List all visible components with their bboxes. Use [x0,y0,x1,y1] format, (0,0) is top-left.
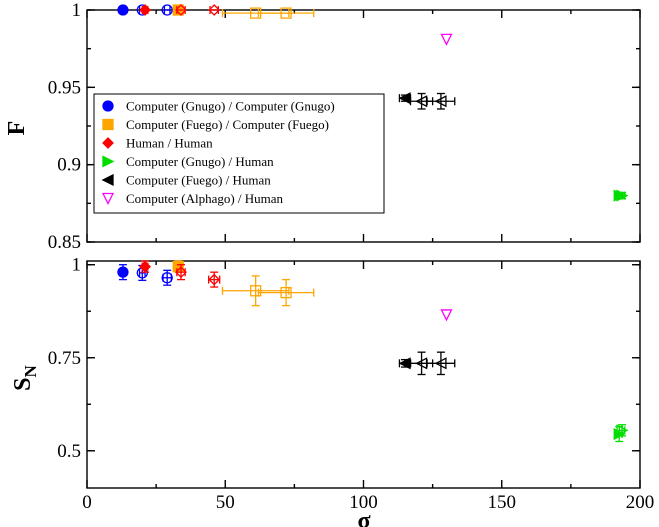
bottom-y-axis-label-subscript: N [21,364,40,377]
top-point-computer-gnugo-computer-gnugo [118,5,128,15]
top-series-computer-fuego-human [399,93,454,109]
legend-label: Computer (Fuego) / Human [126,173,271,188]
legend-item-computer-fuego-computer-fuego: Computer (Fuego) / Computer (Fuego) [103,117,329,132]
top-y-tick-label: 0.9 [57,155,81,176]
bottom-series-computer-gnugo-human [614,425,627,442]
legend: Computer (Gnugo) / Computer (Gnugo) Compu… [94,94,384,213]
legend-marker [103,101,113,111]
bottom-series-computer-alphago-human [441,310,451,320]
bottom-y-axis-label-main: S [10,377,36,390]
top-y-tick-label: 0.85 [48,232,81,253]
bottom-series-human-human [140,261,220,287]
top-series-computer-gnugo-human [614,191,627,201]
x-axis-label: σ [357,508,370,527]
legend-label: Computer (Alphago) / Human [126,191,284,206]
x-tick-label: 0 [82,492,92,513]
top-y-axis-label: F [4,121,30,136]
legend-marker [103,120,113,130]
bottom-data-marks [118,261,627,441]
legend-item-computer-gnugo-human: Computer (Gnugo) / Human [103,154,274,169]
x-tick-label: 200 [626,492,655,513]
bottom-y-tick-label: 0.75 [48,348,81,369]
top-series-computer-fuego-computer-fuego [173,5,313,18]
legend-item-computer-alphago-human: Computer (Alphago) / Human [103,191,284,206]
bottom-point-computer-alphago-human [441,310,451,320]
legend-item-computer-gnugo-computer-gnugo: Computer (Gnugo) / Computer (Gnugo) [103,99,335,114]
bottom-plot-frame [87,261,640,488]
legend-label: Computer (Fuego) / Computer (Fuego) [126,117,329,132]
bottom-y-tick-label: 1 [72,255,82,276]
x-tick-label: 50 [216,492,235,513]
x-tick-label: 150 [488,492,517,513]
bottom-point-human-human [140,262,150,272]
top-series-computer-alphago-human [441,34,451,44]
bottom-y-tick-label: 0.5 [57,441,81,462]
bottom-series-computer-fuego-computer-fuego [173,261,313,306]
legend-label: Human / Human [126,136,213,151]
legend-item-computer-fuego-human: Computer (Fuego) / Human [103,173,271,188]
bottom-point-computer-gnugo-computer-gnugo [118,267,128,277]
top-point-human-human [140,5,150,15]
bottom-series-computer-fuego-human [399,352,454,374]
top-y-tick-label: 0.95 [48,77,81,98]
top-panel: 0.85 0.9 0.95 1 F Computer (Gnugo) / Comput… [4,0,640,253]
legend-label: Computer (Gnugo) / Human [126,154,274,169]
bottom-y-axis-label: SN [10,364,40,390]
legend-label: Computer (Gnugo) / Computer (Gnugo) [126,99,335,114]
top-point-computer-alphago-human [441,34,451,44]
top-y-tick-label: 1 [72,0,82,21]
